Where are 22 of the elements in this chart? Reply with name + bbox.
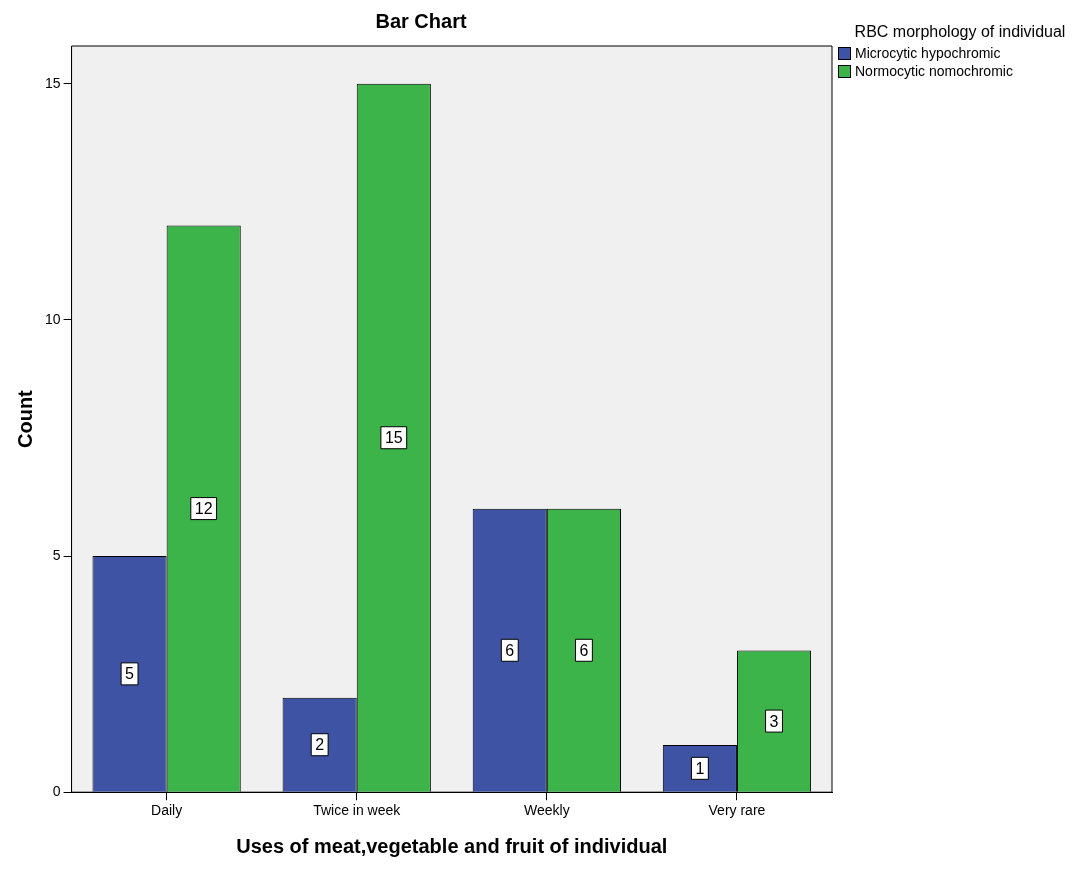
y-tick-label: 10	[44, 310, 61, 327]
data-label: 6	[505, 641, 515, 659]
data-label: 6	[579, 641, 589, 659]
x-tick-label: Very rare	[708, 802, 766, 819]
legend-label: Microcytic hypochromic	[855, 45, 1001, 61]
data-label: 12	[194, 499, 213, 517]
x-tick-label: Twice in week	[313, 802, 402, 819]
chart-title: Bar Chart	[375, 9, 467, 32]
data-label: 3	[769, 712, 779, 730]
legend-label: Normocytic nomochromic	[855, 63, 1013, 79]
legend-title: RBC morphology of individual	[853, 22, 1067, 41]
data-label: 2	[315, 736, 325, 754]
data-label: 15	[384, 429, 403, 447]
y-tick-label: 0	[52, 783, 61, 800]
data-label: 5	[125, 665, 135, 683]
y-tick-label: 15	[44, 74, 61, 91]
data-label: 1	[695, 759, 705, 777]
x-tick-label: Weekly	[524, 802, 570, 819]
x-axis-title: Uses of meat,vegetable and fruit of individual	[236, 834, 668, 857]
y-axis-title: Count	[13, 389, 36, 448]
x-tick-label: Daily	[151, 802, 183, 819]
y-tick-label: 5	[52, 546, 61, 563]
